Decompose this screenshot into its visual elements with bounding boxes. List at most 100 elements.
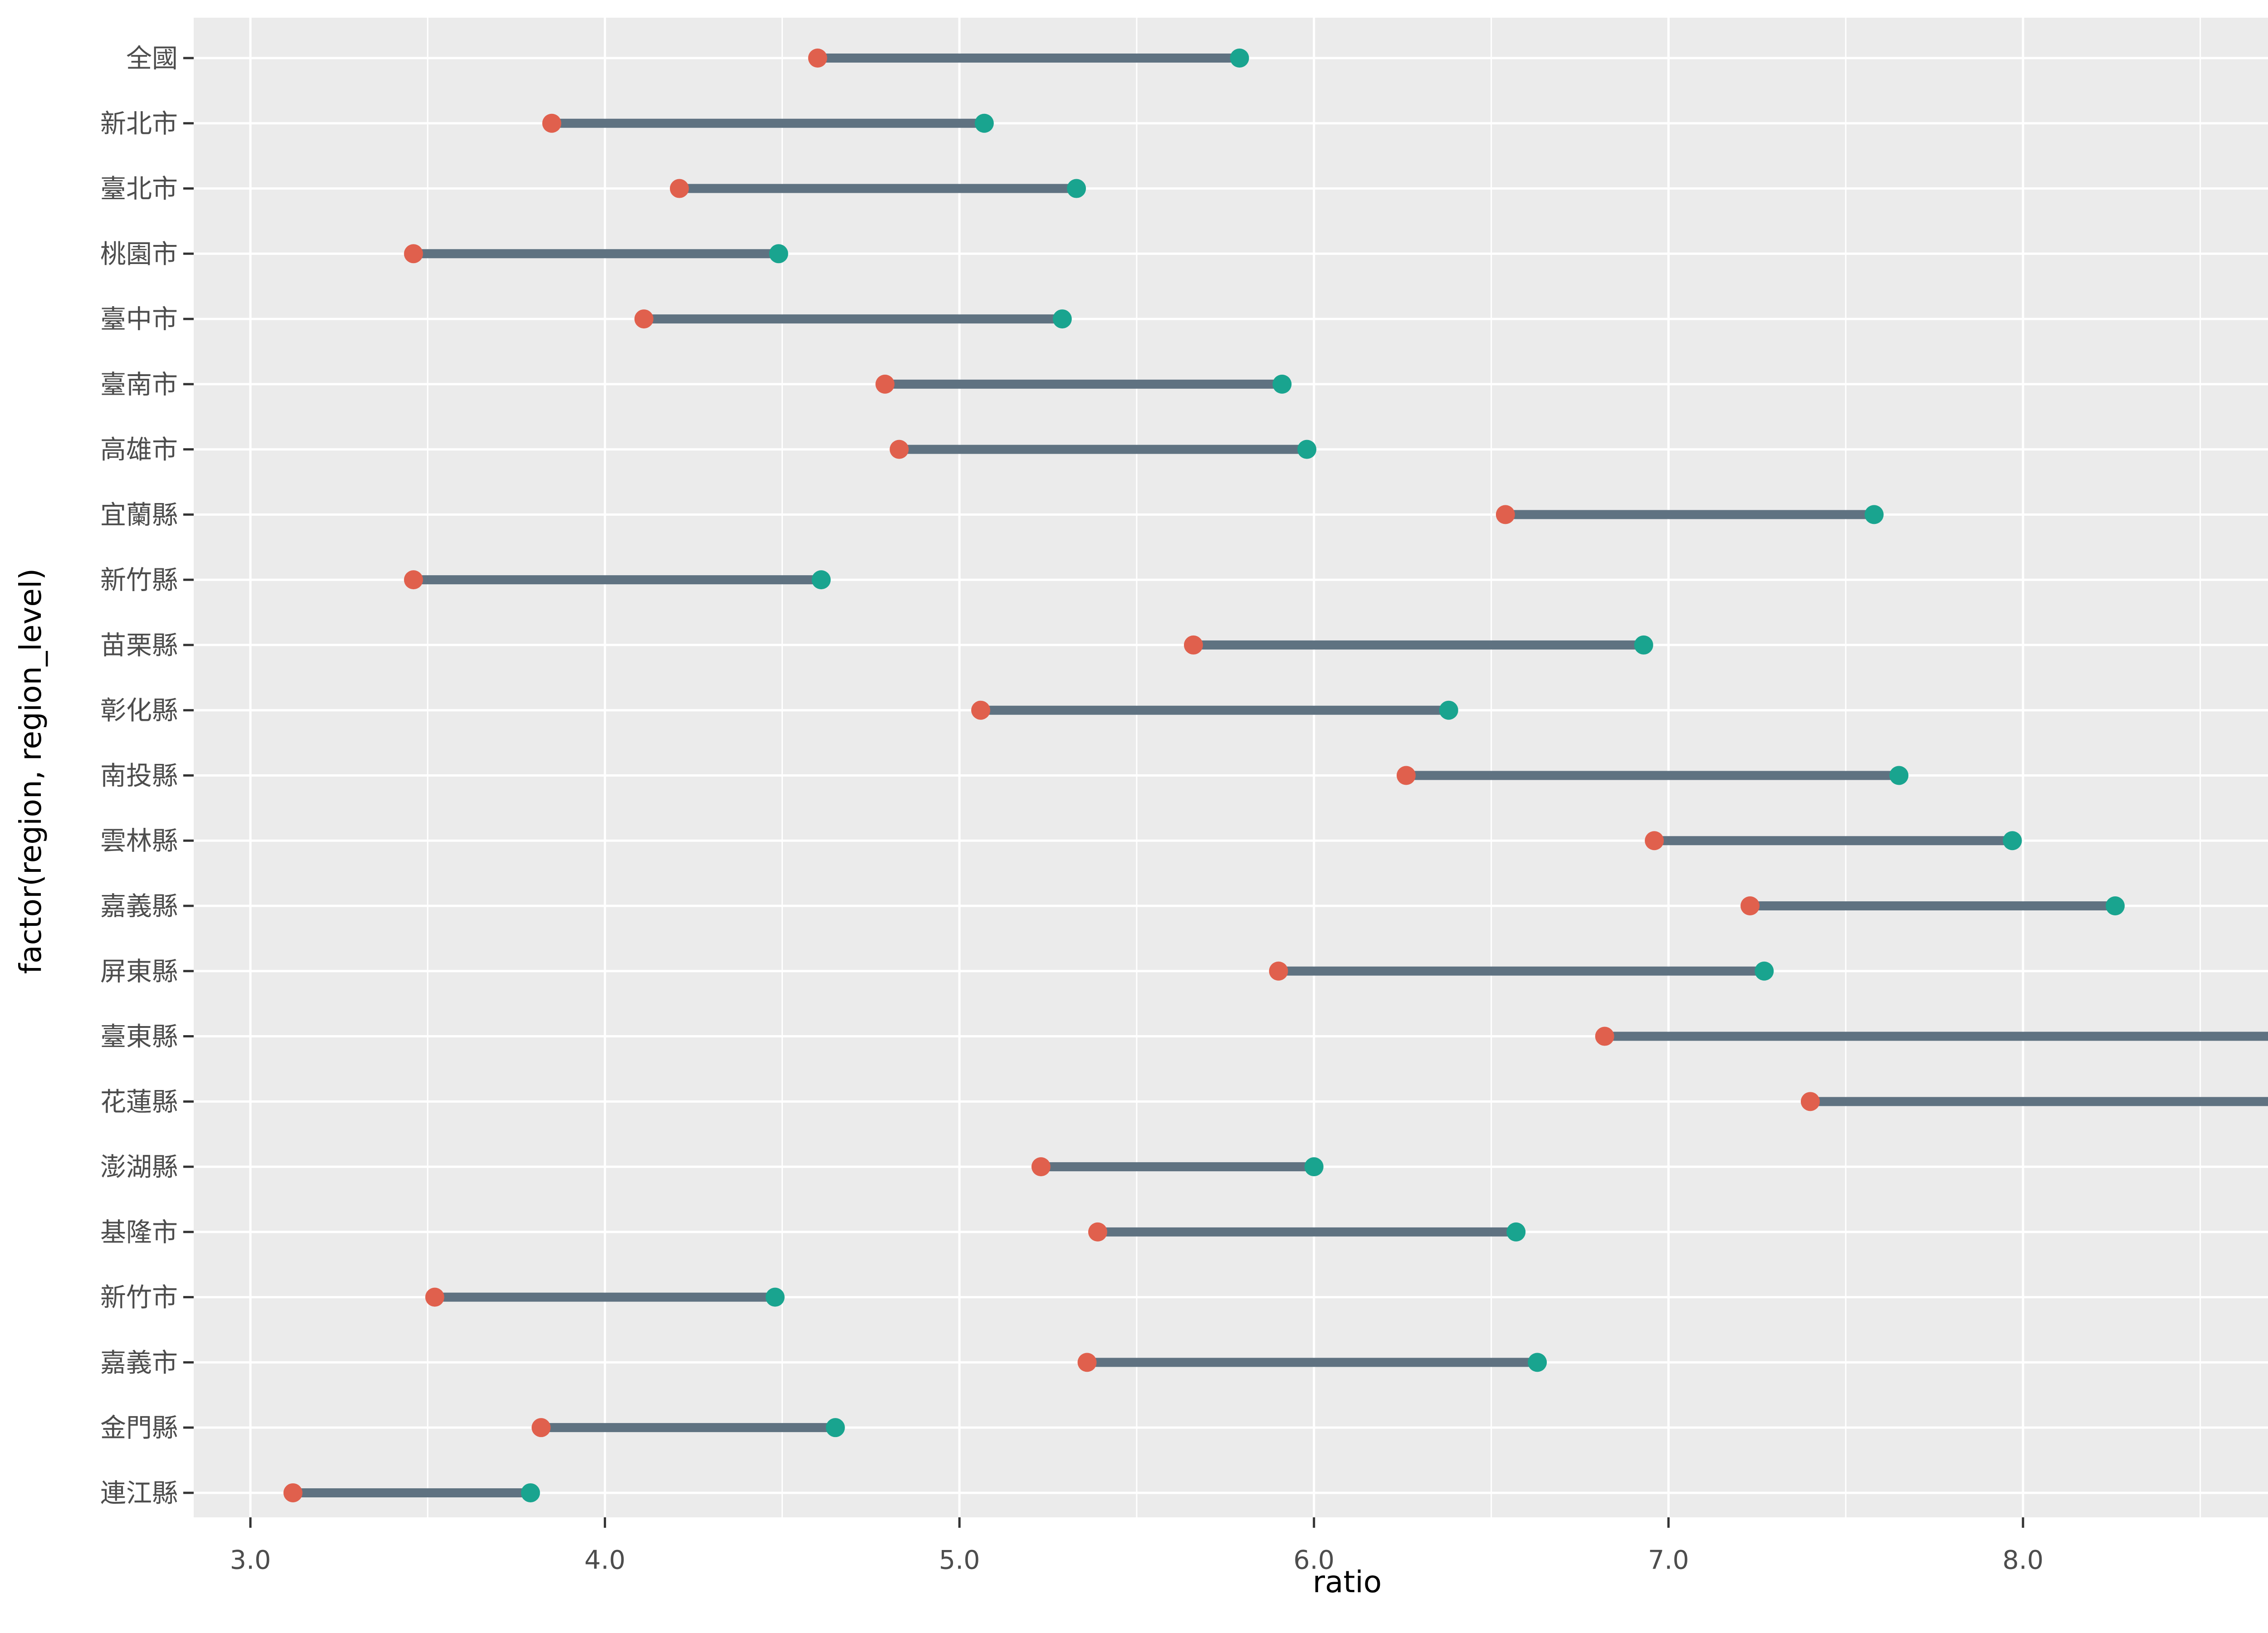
male-point <box>1272 374 1292 394</box>
female-point <box>1077 1353 1097 1372</box>
dumbbell-row <box>283 1483 540 1502</box>
x-tick-label: 8.0 <box>2003 1545 2044 1575</box>
y-category-label: 臺北市 <box>100 174 178 204</box>
female-point <box>1031 1157 1051 1177</box>
female-point <box>1800 1092 1820 1111</box>
female-point <box>1740 896 1760 916</box>
dumbbell-row <box>1088 1222 1526 1242</box>
y-category-label: 桃園市 <box>100 239 178 269</box>
male-point <box>1230 49 1249 68</box>
dumbbell-row <box>971 700 1458 720</box>
female-point <box>1645 831 1664 851</box>
y-category-label: 新竹市 <box>100 1283 178 1313</box>
female-point <box>1269 961 1288 981</box>
dumbbell-row <box>1496 505 1884 524</box>
y-category-label: 宜蘭縣 <box>100 500 178 530</box>
dumbbell-row <box>808 49 1249 68</box>
female-point <box>531 1418 551 1437</box>
male-point <box>826 1418 845 1437</box>
dumbbell-row <box>404 570 831 590</box>
male-point <box>2003 831 2022 851</box>
y-axis: 全國新北市臺北市桃園市臺中市臺南市高雄市宜蘭縣新竹縣苗栗縣彰化縣南投縣雲林縣嘉義… <box>100 44 194 1508</box>
x-axis: 3.04.05.06.07.08.09.0 <box>230 1517 2044 1575</box>
x-tick-label: 5.0 <box>939 1545 980 1575</box>
y-category-label: 屏東縣 <box>100 957 178 987</box>
y-category-label: 新北市 <box>100 109 178 139</box>
y-category-label: 臺南市 <box>100 370 178 400</box>
y-category-label: 臺東縣 <box>100 1022 178 1052</box>
y-axis-title: factor(region, region_level) <box>13 568 48 974</box>
female-point <box>404 570 423 590</box>
dumbbell-row <box>1740 896 2125 916</box>
y-category-label: 臺中市 <box>100 304 178 334</box>
dumbbell-row <box>542 113 994 133</box>
male-point <box>1864 505 1884 524</box>
dumbbell-row <box>1184 635 1653 655</box>
y-category-label: 澎湖縣 <box>100 1152 178 1182</box>
male-point <box>521 1483 540 1502</box>
female-point <box>542 113 562 133</box>
male-point <box>1439 700 1458 720</box>
y-category-label: 嘉義縣 <box>100 891 178 921</box>
y-category-label: 苗栗縣 <box>100 631 178 660</box>
dumbbell-row <box>1595 1027 2268 1046</box>
female-point <box>425 1287 445 1307</box>
female-point <box>404 244 423 264</box>
y-category-label: 花蓮縣 <box>100 1087 178 1117</box>
female-point <box>875 374 895 394</box>
male-point <box>765 1287 785 1307</box>
x-tick-label: 7.0 <box>1648 1545 1689 1575</box>
male-point <box>811 570 831 590</box>
female-point <box>670 179 689 198</box>
female-point <box>1088 1222 1107 1242</box>
y-category-label: 南投縣 <box>100 761 178 791</box>
x-axis-title: ratio <box>1312 1565 1382 1599</box>
y-category-label: 嘉義市 <box>100 1348 178 1378</box>
female-point <box>634 309 654 329</box>
dumbbell-row <box>670 179 1086 198</box>
dumbbell-row <box>1077 1353 1547 1372</box>
dumbbell-row <box>1645 831 2022 851</box>
male-point <box>1506 1222 1526 1242</box>
x-tick-label: 4.0 <box>584 1545 626 1575</box>
male-point <box>1634 635 1653 655</box>
x-tick-label: 6.0 <box>1293 1545 1334 1575</box>
y-category-label: 基隆市 <box>100 1217 178 1247</box>
female-point <box>1396 766 1416 785</box>
female-point <box>283 1483 303 1502</box>
panel-background <box>194 18 2268 1517</box>
y-category-label: 金門縣 <box>100 1413 178 1443</box>
y-category-label: 彰化縣 <box>100 696 178 726</box>
female-point <box>1496 505 1515 524</box>
male-point <box>1528 1353 1547 1372</box>
male-point <box>1297 440 1317 459</box>
dumbbell-row <box>1800 1092 2268 1111</box>
y-category-label: 全國 <box>126 44 178 73</box>
female-point <box>1184 635 1203 655</box>
y-category-label: 高雄市 <box>100 435 178 465</box>
dumbbell-row <box>875 374 1292 394</box>
male-point <box>1067 179 1086 198</box>
dumbbell-row <box>1396 766 1909 785</box>
male-point <box>2106 896 2125 916</box>
y-category-label: 新竹縣 <box>100 565 178 595</box>
female-point <box>1595 1027 1614 1046</box>
dumbbell-row <box>634 309 1072 329</box>
male-point <box>1889 766 1909 785</box>
female-point <box>890 440 909 459</box>
male-point <box>1755 961 1774 981</box>
male-point <box>1052 309 1072 329</box>
dumbbells <box>283 49 2268 1502</box>
female-point <box>808 49 827 68</box>
male-point <box>1304 1157 1324 1177</box>
dumbbell-row <box>531 1418 845 1437</box>
dumbbell-row <box>404 244 788 264</box>
female-point <box>971 700 991 720</box>
y-category-label: 連江縣 <box>100 1478 178 1508</box>
y-category-label: 雲林縣 <box>100 826 178 856</box>
dumbbell-row <box>890 440 1317 459</box>
male-point <box>974 113 994 133</box>
dumbbell-row <box>1031 1157 1324 1177</box>
